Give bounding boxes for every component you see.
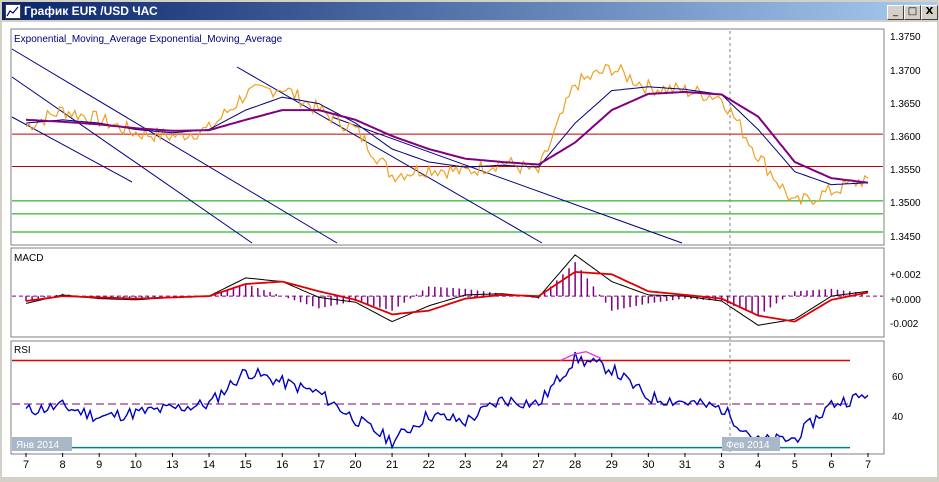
x-tick-label: 6 bbox=[828, 459, 834, 471]
macd-ytick-label: +0.002 bbox=[890, 270, 921, 281]
price-panel-title: Exponential_Moving_Average Exponential_M… bbox=[14, 34, 283, 45]
macd-panel-title: MACD bbox=[14, 253, 43, 264]
period-label-box bbox=[12, 437, 72, 451]
x-tick-label: 13 bbox=[166, 459, 178, 471]
x-tick-label: 15 bbox=[240, 459, 252, 471]
price-ytick-label: 1.3650 bbox=[890, 99, 921, 110]
period-label-jan: Янв 2014 bbox=[16, 440, 60, 451]
x-tick-label: 24 bbox=[496, 459, 508, 471]
chart-canvas[interactable]: Exponential_Moving_Average Exponential_M… bbox=[2, 22, 937, 477]
minimize-button[interactable]: _ bbox=[887, 5, 904, 20]
macd-signal-line bbox=[25, 270, 869, 323]
x-tick-label: 16 bbox=[276, 459, 288, 471]
close-button[interactable]: X bbox=[921, 5, 938, 20]
x-tick-label: 9 bbox=[96, 459, 102, 471]
x-tick-label: 4 bbox=[755, 459, 761, 471]
x-tick-label: 29 bbox=[606, 459, 618, 471]
ema-slow-line bbox=[25, 90, 869, 184]
title-bar[interactable]: График EUR /USD ЧАС _ □ X bbox=[2, 2, 938, 20]
x-tick-label: 21 bbox=[386, 459, 398, 471]
price-ytick-label: 1.3450 bbox=[890, 232, 921, 243]
macd-ytick-label: -0.002 bbox=[890, 319, 919, 330]
x-tick-label: 31 bbox=[679, 459, 691, 471]
x-tick-label: 23 bbox=[459, 459, 471, 471]
price-ytick-label: 1.3750 bbox=[890, 32, 921, 43]
x-tick-label: 3 bbox=[719, 459, 725, 471]
x-tick-label: 30 bbox=[642, 459, 654, 471]
channel-line bbox=[236, 66, 543, 244]
x-tick-label: 28 bbox=[569, 459, 581, 471]
price-ytick-label: 1.3550 bbox=[890, 165, 921, 176]
rsi-ytick-label: 60 bbox=[892, 372, 904, 383]
x-tick-label: 7 bbox=[865, 459, 871, 471]
chart-area[interactable]: Exponential_Moving_Average Exponential_M… bbox=[2, 22, 937, 477]
rsi-line bbox=[25, 351, 869, 450]
x-tick-label: 10 bbox=[130, 459, 142, 471]
x-tick-label: 22 bbox=[423, 459, 435, 471]
price-panel[interactable] bbox=[10, 28, 885, 246]
ema-fast-line bbox=[25, 86, 869, 186]
price-line bbox=[25, 63, 869, 206]
rsi-overbought-segment bbox=[560, 350, 602, 362]
channel-line bbox=[331, 116, 683, 244]
x-tick-label: 17 bbox=[313, 459, 325, 471]
chart-window-icon bbox=[5, 4, 21, 19]
x-tick-label: 7 bbox=[23, 459, 29, 471]
price-ytick-label: 1.3600 bbox=[890, 132, 921, 143]
rsi-ytick-label: 40 bbox=[892, 412, 904, 423]
maximize-button[interactable]: □ bbox=[904, 5, 921, 20]
channel-line bbox=[11, 48, 338, 244]
x-tick-label: 8 bbox=[60, 459, 66, 471]
period-label-feb: Фев 2014 bbox=[726, 440, 770, 451]
channel-line bbox=[11, 76, 253, 244]
window-title: График EUR /USD ЧАС bbox=[24, 4, 158, 18]
price-ytick-label: 1.3500 bbox=[890, 198, 921, 209]
x-tick-label: 14 bbox=[203, 459, 215, 471]
macd-ytick-label: +0.000 bbox=[890, 295, 921, 306]
x-tick-label: 5 bbox=[792, 459, 798, 471]
period-label-box bbox=[722, 437, 780, 451]
x-tick-label: 20 bbox=[349, 459, 361, 471]
rsi-panel-title: RSI bbox=[14, 345, 31, 356]
price-ytick-label: 1.3700 bbox=[890, 66, 921, 77]
x-tick-label: 27 bbox=[532, 459, 544, 471]
channel-line bbox=[11, 116, 133, 183]
